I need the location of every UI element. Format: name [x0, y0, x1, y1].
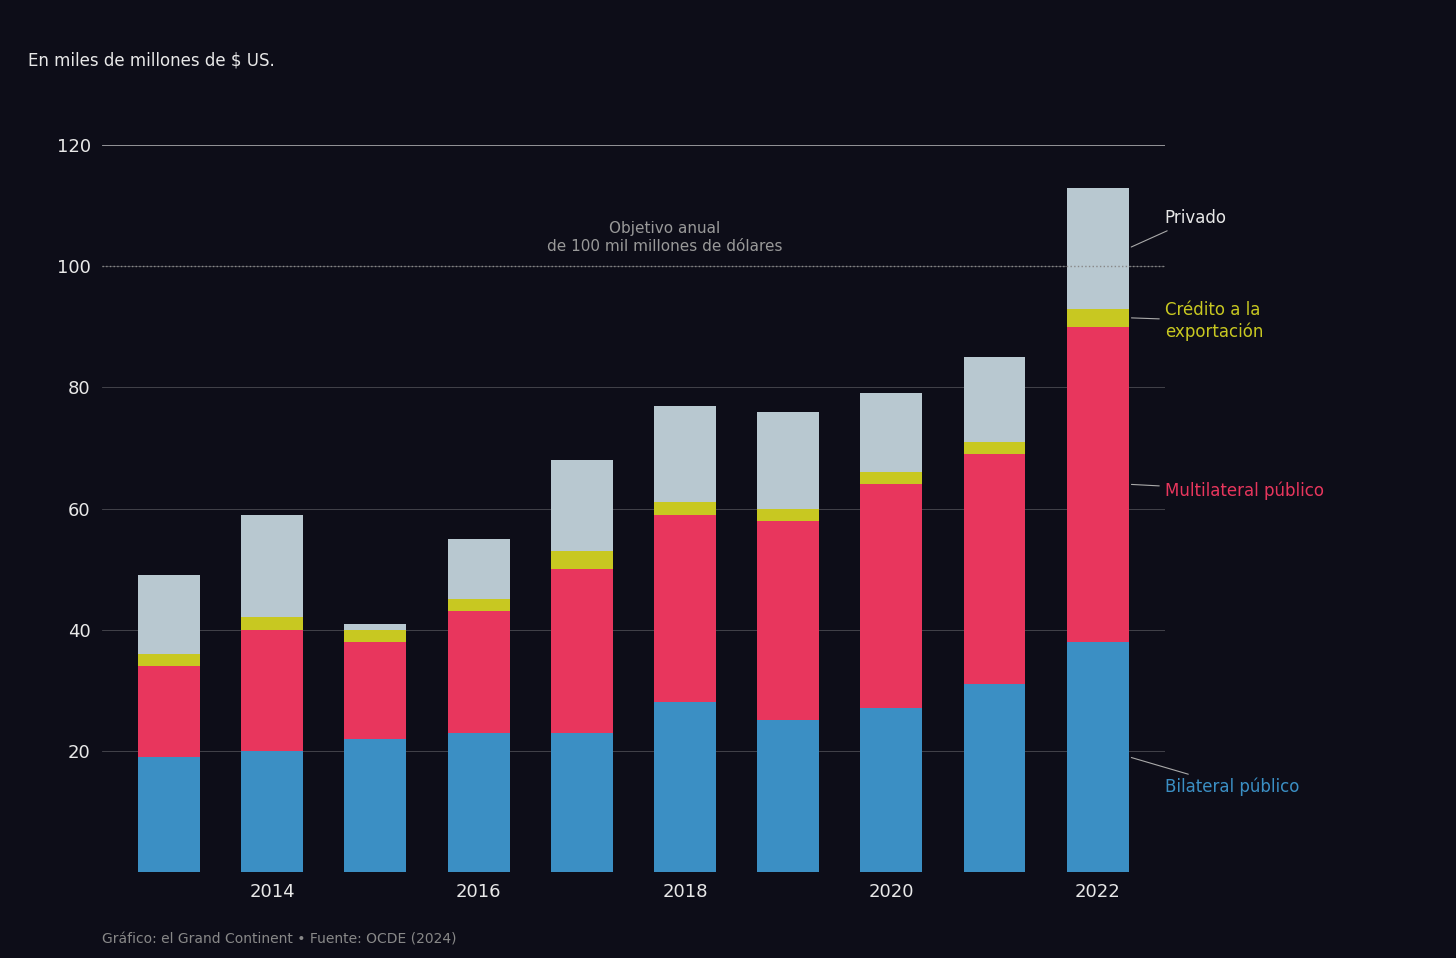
Bar — [138, 575, 199, 653]
Bar — [550, 551, 613, 569]
Bar — [654, 502, 716, 514]
Text: Gráfico: el Grand Continent • Fuente: OCDE (2024): Gráfico: el Grand Continent • Fuente: OC… — [102, 933, 456, 947]
Text: Objetivo anual: Objetivo anual — [609, 221, 719, 236]
Bar — [550, 460, 613, 551]
Bar — [860, 708, 922, 872]
Bar — [242, 629, 303, 751]
Bar — [345, 624, 406, 629]
Bar — [447, 611, 510, 733]
Bar — [1067, 188, 1128, 308]
Bar — [138, 666, 199, 757]
Bar — [860, 472, 922, 485]
Bar — [1067, 642, 1128, 872]
Bar — [345, 739, 406, 872]
Text: En miles de millones de $ US.: En miles de millones de $ US. — [28, 52, 274, 70]
Bar — [345, 642, 406, 739]
Bar — [550, 569, 613, 733]
Bar — [964, 357, 1025, 442]
Bar — [447, 600, 510, 611]
Bar — [447, 538, 510, 600]
Bar — [654, 702, 716, 872]
Bar — [860, 394, 922, 472]
Bar — [757, 509, 820, 520]
Bar — [654, 514, 716, 702]
Bar — [964, 442, 1025, 454]
Bar — [242, 514, 303, 618]
Text: de 100 mil millones de dólares: de 100 mil millones de dólares — [546, 240, 782, 254]
Text: Privado: Privado — [1131, 209, 1227, 247]
Bar — [964, 684, 1025, 872]
Bar — [1067, 308, 1128, 327]
Bar — [345, 629, 406, 642]
Text: Multilateral público: Multilateral público — [1131, 481, 1324, 499]
Bar — [447, 733, 510, 872]
Bar — [654, 405, 716, 502]
Bar — [242, 618, 303, 629]
Bar — [860, 485, 922, 708]
Bar — [138, 757, 199, 872]
Bar — [757, 520, 820, 720]
Bar — [1067, 327, 1128, 642]
Text: Crédito a la
exportación: Crédito a la exportación — [1131, 301, 1264, 340]
Text: Bilateral público: Bilateral público — [1131, 758, 1299, 796]
Bar — [964, 454, 1025, 684]
Bar — [242, 751, 303, 872]
Bar — [138, 653, 199, 666]
Bar — [757, 412, 820, 509]
Bar — [757, 720, 820, 872]
Bar — [550, 733, 613, 872]
